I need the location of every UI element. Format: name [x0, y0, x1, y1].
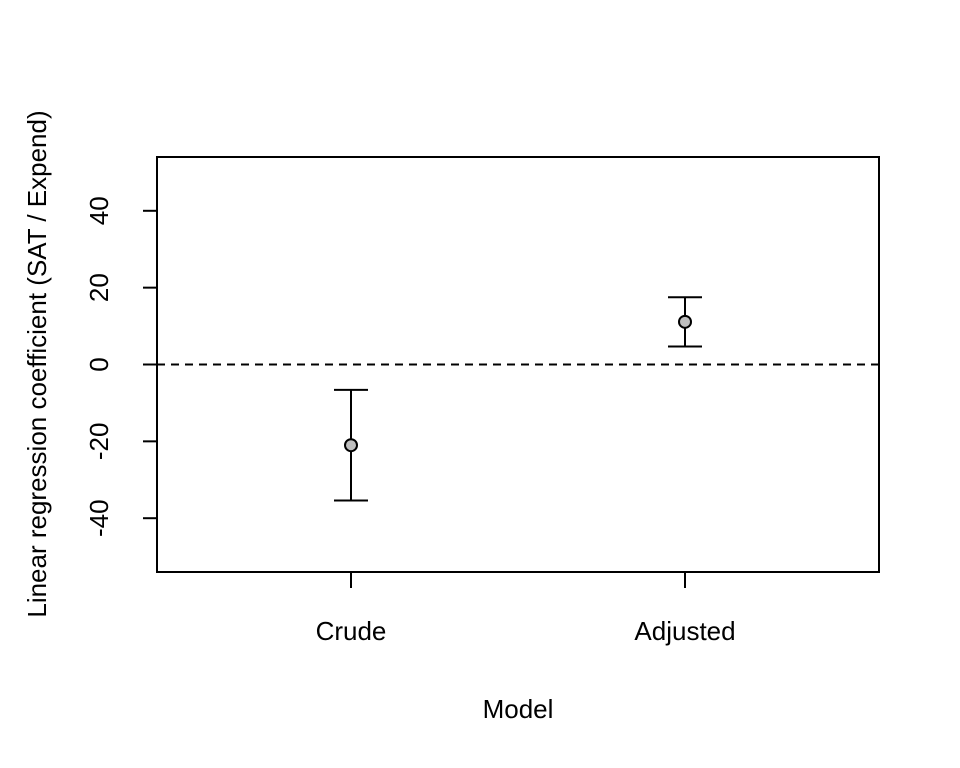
y-axis-title: Linear regression coefficient (SAT / Exp…: [22, 110, 52, 617]
y-tick-label: 40: [84, 196, 114, 225]
data-marks: [334, 296, 702, 502]
y-tick-label: -40: [84, 499, 114, 537]
estimate-point: [678, 314, 692, 329]
y-tick-label: 0: [84, 357, 114, 371]
x-axis-title: Model: [483, 694, 554, 724]
plot-frame: [156, 156, 880, 573]
estimate-point: [344, 438, 358, 453]
y-tick-label: -20: [84, 423, 114, 461]
y-tick-label: 20: [84, 273, 114, 302]
y-axis: -40 -20 0 20 40: [84, 196, 158, 537]
x-tick-label: Adjusted: [634, 616, 735, 646]
x-axis: Crude Adjusted: [316, 572, 736, 646]
x-tick-label: Crude: [316, 616, 387, 646]
